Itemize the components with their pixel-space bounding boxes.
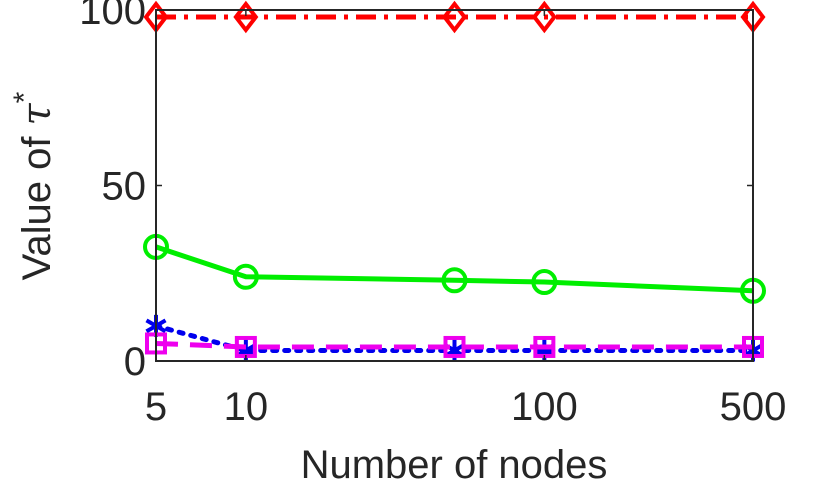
data-point-diamond — [441, 0, 468, 34]
y-axis-title: Value of τ* — [8, 91, 60, 280]
plot-area — [156, 10, 753, 361]
series-line — [155, 244, 754, 294]
y-axis-title-superscript: * — [8, 91, 41, 103]
x-axis-title: Number of nodes — [301, 443, 608, 487]
data-point-circle — [531, 269, 558, 296]
y-tick-label: 50 — [102, 165, 147, 209]
x-tick-label: 500 — [720, 385, 787, 429]
x-tick-label: 5 — [145, 385, 167, 429]
series-line — [155, 340, 753, 350]
y-axis-ticks: 0 50 100 — [79, 0, 753, 384]
data-point-square — [443, 335, 466, 358]
series-layer — [143, 0, 766, 362]
y-axis-title-prefix: Value of — [15, 125, 59, 280]
data-point-diamond — [531, 0, 557, 34]
x-tick-label: 10 — [224, 385, 269, 429]
x-tick-label: 100 — [511, 385, 578, 429]
data-point-circle — [232, 263, 259, 290]
data-point-circle — [441, 267, 468, 294]
x-axis-ticks: 5 10 100 500 — [145, 10, 787, 429]
y-axis-title-symbol: τ — [14, 102, 60, 125]
y-tick-label: 100 — [79, 0, 146, 33]
data-point-diamond — [233, 0, 259, 34]
y-tick-label: 0 — [124, 340, 146, 384]
